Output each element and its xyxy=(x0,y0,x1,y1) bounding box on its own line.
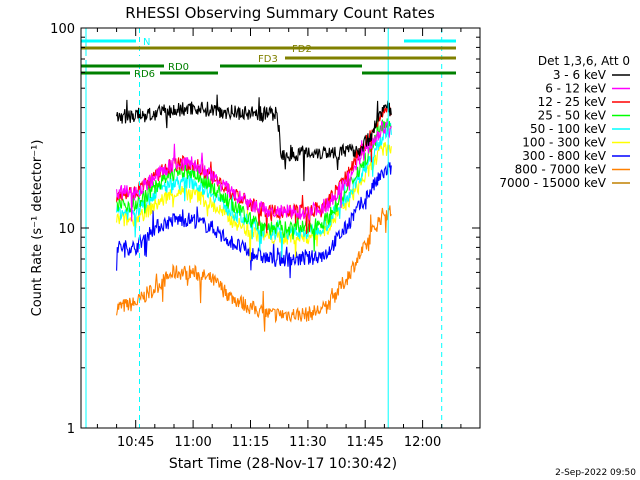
legend-label: 12 - 25 keV xyxy=(538,95,607,109)
flag-label-fd2: FD2 xyxy=(292,44,312,55)
x-tick-layer: 10:45 11:00 11:15 11:30 11:45 12:00 xyxy=(96,28,462,450)
x-tick-label: 11:15 xyxy=(232,435,269,450)
legend-label: 100 - 300 keV xyxy=(522,136,606,150)
legend-label: 6 - 12 keV xyxy=(545,82,607,96)
legend-title: Det 1,3,6, Att 0 xyxy=(538,54,630,68)
series-50-100-kev xyxy=(116,121,392,258)
series-3-6-kev xyxy=(116,94,392,182)
legend-label: 50 - 100 keV xyxy=(530,122,607,136)
y-tick-label: 1 xyxy=(67,422,75,437)
series-300-800-kev xyxy=(116,161,392,279)
flag-label-rd6: RD6 xyxy=(134,69,155,80)
series-25-50-kev xyxy=(116,111,392,252)
x-tick-label: 12:00 xyxy=(404,435,441,450)
series-100-300-kev xyxy=(116,141,392,261)
footer-timestamp: 2-Sep-2022 09:50 xyxy=(555,468,636,478)
flag-label-n: N xyxy=(143,37,150,48)
y-tick-label: 10 xyxy=(58,222,75,237)
x-axis-label: Start Time (28-Nov-17 10:30:42) xyxy=(169,456,397,472)
flag-label-fd3: FD3 xyxy=(258,54,278,65)
x-tick-label: 11:00 xyxy=(174,435,211,450)
legend-label: 7000 - 15000 keV xyxy=(499,176,606,190)
legend-label: 3 - 6 keV xyxy=(553,68,607,82)
x-tick-label: 10:45 xyxy=(117,435,154,450)
legend-label: 300 - 800 keV xyxy=(522,149,606,163)
chart-title: RHESSI Observing Summary Count Rates xyxy=(125,4,435,22)
y-axis-label: Count Rate (s⁻¹ detector⁻¹) xyxy=(30,140,45,317)
series-layer xyxy=(116,94,392,332)
x-tick-label: 11:45 xyxy=(346,435,383,450)
x-tick-label: 11:30 xyxy=(289,435,326,450)
series-800-7000-kev xyxy=(116,205,392,332)
marker-layer xyxy=(85,28,443,428)
y-tick-layer: 1 10 100 xyxy=(50,22,480,437)
flag-label-rd0: RD0 xyxy=(168,62,189,73)
series-6-12-kev xyxy=(116,120,392,222)
flag-layer: N FD2 FD3 RD0 RD6 xyxy=(81,37,456,80)
legend-label: 25 - 50 keV xyxy=(538,109,607,123)
legend-label: 800 - 7000 keV xyxy=(515,163,607,177)
y-tick-label: 100 xyxy=(50,22,75,37)
